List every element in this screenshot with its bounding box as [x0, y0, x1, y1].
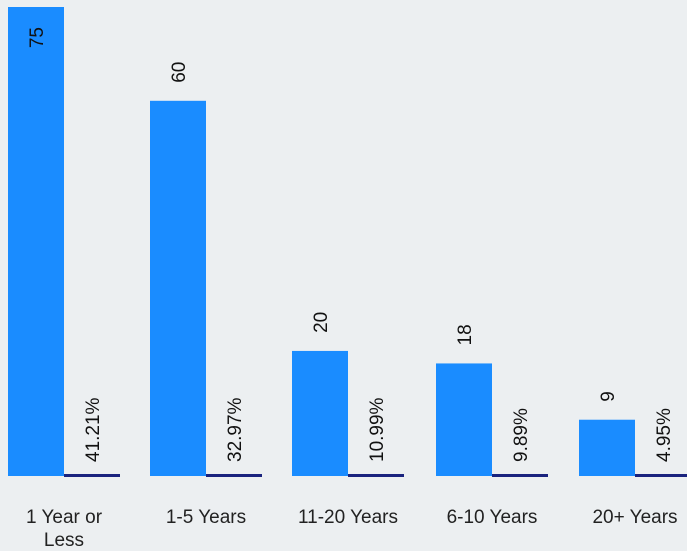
category-label: 6-10 Years [447, 507, 538, 528]
percent-value-label: 41.21% [83, 397, 104, 462]
count-value-label: 20 [311, 312, 332, 333]
category-label: 1 Year or Less [26, 507, 103, 551]
percent-bar [492, 474, 548, 477]
percent-value-label: 32.97% [225, 397, 246, 462]
count-bar [8, 7, 64, 476]
count-value-label: 75 [27, 27, 48, 48]
percent-bar [206, 474, 262, 477]
category-label: 20+ Years [592, 507, 677, 528]
percent-value-label: 9.89% [511, 408, 532, 462]
percent-bar [635, 474, 687, 477]
count-value-label: 60 [169, 62, 190, 83]
count-value-label: 18 [455, 324, 476, 345]
percent-value-label: 10.99% [367, 397, 388, 462]
count-value-label: 9 [598, 391, 619, 402]
count-bar [150, 100, 206, 477]
percent-value-label: 4.95% [654, 408, 675, 462]
count-bar [292, 350, 348, 476]
count-bar [579, 419, 635, 476]
category-label: 1-5 Years [166, 507, 246, 528]
count-bar [436, 363, 492, 476]
percent-bar [348, 474, 404, 477]
labels-layer: 75 41.21% 1 Year or Less 60 32.97% 1-5 Years 20… [26, 27, 678, 551]
bars-layer [8, 7, 687, 477]
category-label: 11-20 Years [298, 507, 398, 528]
percent-bar [64, 474, 120, 477]
